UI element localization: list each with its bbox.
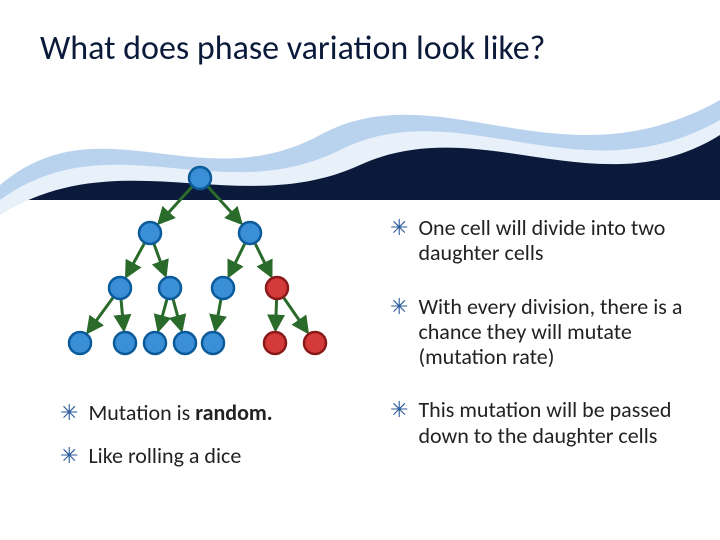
bullet-item: ✳ Like rolling a dice (60, 443, 360, 468)
bullets-left: ✳ Mutation is random. ✳ Like rolling a dice (60, 400, 360, 487)
tree-edge (208, 187, 241, 223)
bullet-item: ✳ Mutation is random. (60, 400, 360, 425)
cell-node (109, 277, 131, 299)
tree-edge (255, 244, 271, 276)
tree-edge (276, 300, 277, 329)
bullet-marker-icon: ✳ (60, 443, 78, 468)
bullet-marker-icon: ✳ (390, 294, 408, 319)
cell-node (139, 222, 161, 244)
bullet-marker-icon: ✳ (390, 397, 408, 422)
tree-edge (154, 244, 165, 275)
bullet-item: ✳ With every division, there is a chance … (390, 294, 700, 370)
bullet-text: One cell will divide into two daughter c… (418, 215, 700, 266)
cell-node-mutated (266, 277, 288, 299)
tree-edge (121, 300, 124, 329)
cell-node (202, 332, 224, 354)
tree-edge (127, 244, 145, 276)
bullet-marker-icon: ✳ (390, 215, 408, 240)
bullet-text: Like rolling a dice (88, 443, 360, 468)
tree-edge (284, 298, 307, 332)
tree-edge (159, 187, 192, 223)
cell-node (69, 332, 91, 354)
cell-node (189, 167, 211, 189)
cell-node (174, 332, 196, 354)
cell-division-tree (55, 160, 345, 360)
bullet-item: ✳ One cell will divide into two daughter … (390, 215, 700, 266)
bullet-text: This mutation will be passed down to the… (418, 397, 700, 448)
tree-edge (229, 244, 245, 276)
cell-node (159, 277, 181, 299)
tree-edge (173, 300, 181, 330)
cell-node-mutated (264, 332, 286, 354)
tree-edge (216, 300, 221, 329)
cell-node (212, 277, 234, 299)
bullet-item: ✳ This mutation will be passed down to th… (390, 397, 700, 448)
cell-node (144, 332, 166, 354)
cell-node-mutated (304, 332, 326, 354)
tree-edge (88, 298, 113, 332)
bullet-text: With every division, there is a chance t… (418, 294, 700, 370)
cell-node (114, 332, 136, 354)
cell-node (239, 222, 261, 244)
tree-edge (159, 300, 167, 330)
page-title: What does phase variation look like? (40, 28, 680, 69)
bullet-text: Mutation is random. (88, 400, 360, 425)
bullets-right: ✳ One cell will divide into two daughter … (390, 215, 700, 466)
bullet-marker-icon: ✳ (60, 400, 78, 425)
